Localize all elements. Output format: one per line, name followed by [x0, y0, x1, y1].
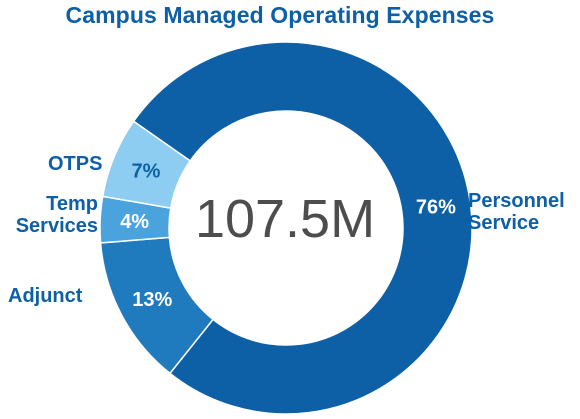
- legend-label-line: Service: [468, 212, 540, 234]
- legend-label-temp-services: Temp Services: [6, 193, 98, 237]
- donut-slice-otps: [101, 120, 192, 209]
- legend-label-line: OTPS: [48, 153, 103, 175]
- legend-label-line: Temp: [46, 193, 98, 215]
- legend-label-personnel-service: Personnel Service: [468, 190, 565, 234]
- slice-value-label: 13%: [132, 289, 172, 311]
- legend-label-line: Adjunct: [8, 285, 83, 307]
- legend-label-line: Personnel: [468, 190, 565, 212]
- legend-label-line: Services: [15, 215, 98, 237]
- chart-title: Campus Managed Operating Expenses: [65, 2, 495, 28]
- donut-slice-personnel-service: [132, 41, 473, 415]
- legend-label-adjunct: Adjunct: [8, 285, 82, 307]
- legend-label-otps: OTPS: [48, 153, 102, 175]
- slice-value-label: 7%: [131, 160, 160, 182]
- slice-value-label: 4%: [120, 211, 149, 233]
- center-total-label: 107.5M: [194, 189, 376, 249]
- slice-value-label: 76%: [416, 196, 456, 218]
